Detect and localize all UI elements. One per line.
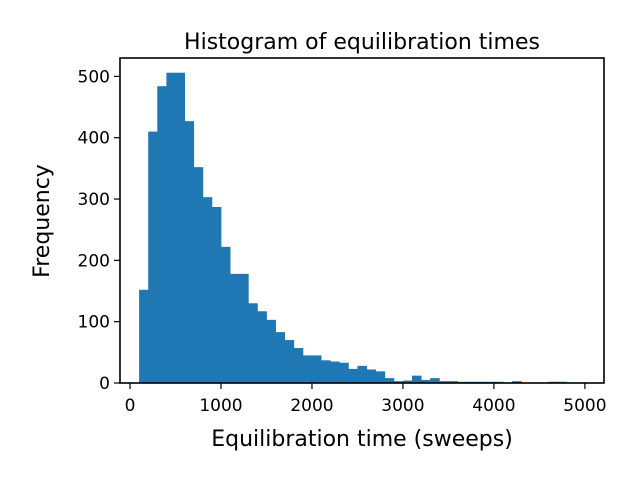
histogram-bar bbox=[275, 332, 286, 383]
histogram-bar bbox=[266, 319, 276, 383]
histogram-bar bbox=[184, 121, 195, 384]
histogram-bar bbox=[430, 378, 440, 383]
histogram-bar bbox=[284, 340, 295, 383]
histogram-bar bbox=[148, 131, 158, 383]
histogram-bar bbox=[230, 273, 240, 383]
histogram-bar bbox=[512, 381, 522, 383]
y-tick-label: 300 bbox=[78, 190, 110, 210]
y-axis-label: Frequency bbox=[30, 164, 55, 278]
y-axis: 0 100 200 300 400 500 bbox=[78, 67, 120, 394]
y-tick-label: 200 bbox=[78, 251, 110, 271]
histogram-bar bbox=[366, 369, 377, 383]
histogram-bar bbox=[193, 167, 204, 383]
histogram-bar bbox=[302, 355, 313, 383]
y-tick-label: 100 bbox=[78, 313, 110, 333]
plot-frame bbox=[119, 57, 605, 384]
histogram-bar bbox=[311, 355, 322, 383]
histogram-bar bbox=[375, 371, 386, 383]
x-tick-label: 3000 bbox=[381, 396, 424, 416]
histogram-bar bbox=[139, 289, 149, 383]
y-tick-label: 0 bbox=[99, 374, 110, 394]
y-tick-label: 500 bbox=[78, 67, 110, 87]
histogram-bar bbox=[393, 381, 404, 383]
histogram-bar bbox=[402, 380, 413, 383]
histogram-bar bbox=[412, 375, 422, 383]
histogram-bar bbox=[339, 362, 349, 383]
histogram-bar bbox=[257, 311, 267, 383]
histogram-bar bbox=[448, 381, 458, 383]
x-tick-label: 2000 bbox=[290, 396, 333, 416]
histogram-bar bbox=[321, 360, 331, 383]
histogram-bar bbox=[330, 361, 340, 383]
histogram-bar bbox=[357, 365, 367, 383]
bars-group bbox=[139, 72, 568, 384]
x-axis: 0 1000 2000 3000 4000 5000 bbox=[125, 383, 607, 416]
histogram-bar bbox=[384, 378, 395, 383]
histogram-bar bbox=[202, 197, 213, 383]
y-tick-label: 400 bbox=[78, 129, 110, 149]
x-tick-label: 4000 bbox=[472, 396, 515, 416]
histogram-bar bbox=[157, 86, 167, 383]
x-tick-label: 5000 bbox=[563, 396, 606, 416]
histogram-bar bbox=[248, 303, 258, 383]
histogram-bar bbox=[175, 72, 185, 383]
histogram-bar bbox=[439, 381, 449, 383]
x-axis-label: Equilibration time (sweeps) bbox=[211, 427, 513, 452]
histogram-bar bbox=[211, 207, 222, 383]
chart-title: Histogram of equilibration times bbox=[184, 30, 540, 55]
x-tick-label: 1000 bbox=[199, 396, 242, 416]
histogram-bar bbox=[220, 246, 231, 383]
histogram-bar bbox=[348, 368, 358, 383]
histogram-bar bbox=[239, 273, 249, 383]
histogram-bar bbox=[166, 72, 176, 383]
x-tick-label: 0 bbox=[125, 396, 136, 416]
histogram-bar bbox=[421, 379, 431, 383]
histogram-bar bbox=[293, 348, 304, 383]
